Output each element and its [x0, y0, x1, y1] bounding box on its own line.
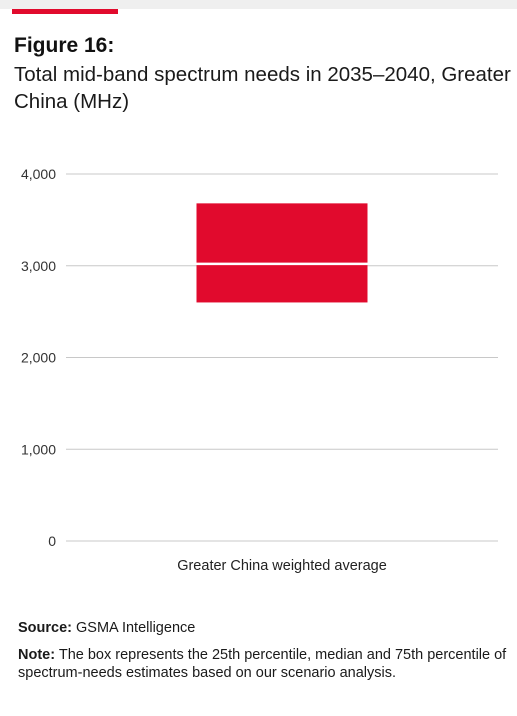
y-axis-ticks: 0 1,000 2,000 3,000 4,000 [21, 166, 56, 549]
x-category-label: Greater China weighted average [177, 558, 387, 574]
note-line: Note: The box represents the 25th percen… [18, 646, 508, 682]
source-line: Source: GSMA Intelligence [18, 620, 195, 636]
figure-number: Figure 16: [14, 34, 115, 57]
chart: 0 1,000 2,000 3,000 4,000 Greater China weig… [21, 166, 498, 574]
x-axis-categories: Greater China weighted average [177, 558, 387, 574]
y-tick-label: 1,000 [21, 441, 56, 457]
y-tick-label: 3,000 [21, 258, 56, 274]
box-layer [196, 203, 368, 303]
top-strip [0, 0, 517, 9]
y-tick-label: 2,000 [21, 350, 56, 366]
box-iqr [196, 203, 368, 303]
note-text: The box represents the 25th percentile, … [18, 647, 507, 681]
source-text: GSMA Intelligence [76, 620, 196, 636]
y-tick-label: 4,000 [21, 166, 56, 182]
figure-title: Total mid-band spectrum needs in 2035–20… [14, 63, 511, 113]
accent-bar [12, 9, 118, 14]
source-label: Source: [18, 620, 72, 636]
note-label: Note: [18, 647, 56, 663]
grid-layer [66, 173, 498, 542]
y-tick-label: 0 [48, 533, 56, 549]
